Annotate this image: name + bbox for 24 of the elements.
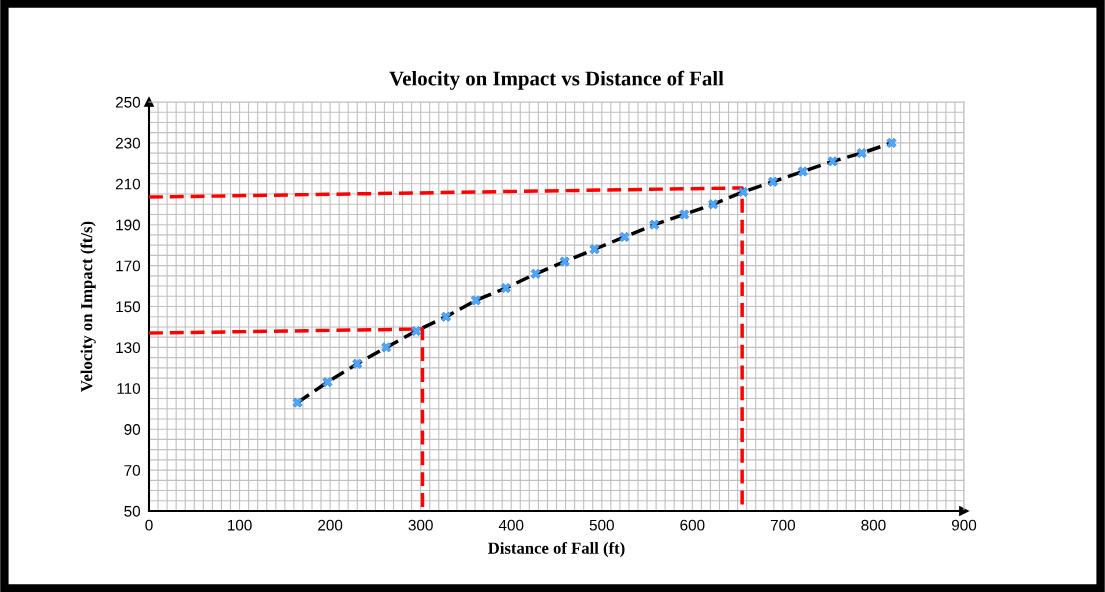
- x-axis-title: Distance of Fall (ft): [488, 541, 625, 558]
- y-tick-label: 210: [115, 178, 141, 190]
- y-axis-title: Velocity on Impact (ft/s): [80, 221, 96, 392]
- x-tick-label: 0: [145, 519, 153, 531]
- y-tick-label: 190: [116, 219, 141, 231]
- y-tick-label: 250: [115, 96, 141, 108]
- x-tick-label: 100: [227, 519, 252, 531]
- x-tick-label: 300: [408, 519, 433, 531]
- y-tick-label: 230: [115, 137, 141, 149]
- x-tick-label: 200: [318, 519, 343, 531]
- x-tick-label: 900: [951, 519, 977, 531]
- x-tick-label: 700: [770, 519, 796, 531]
- x-tick-label: 400: [498, 519, 524, 531]
- x-tick-label: 800: [861, 519, 886, 531]
- y-tick-label: 130: [116, 342, 141, 354]
- y-tick-label: 150: [116, 301, 141, 313]
- y-tick-label: 170: [116, 260, 141, 272]
- chart-title: Velocity on Impact vs Distance of Fall: [389, 70, 724, 90]
- y-tick-label: 110: [117, 383, 141, 394]
- x-tick-label: 600: [680, 519, 705, 531]
- x-tick-label: 500: [589, 519, 614, 531]
- y-tick-label: 90: [124, 424, 141, 435]
- y-tick-label: 70: [124, 464, 141, 476]
- y-tick-label: 50: [124, 505, 141, 517]
